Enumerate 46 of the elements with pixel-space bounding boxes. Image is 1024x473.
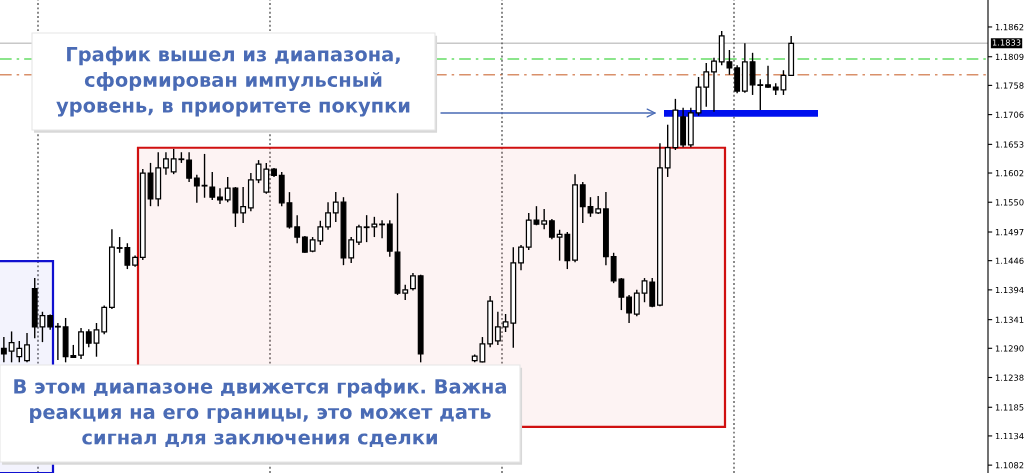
y-tick-label: 1.1341 <box>995 316 1024 323</box>
candlestick <box>633 289 640 317</box>
candlestick <box>641 277 648 303</box>
ref-line-label: 1.1833 <box>992 39 1021 46</box>
y-tick-label: 1.1082 <box>995 462 1024 469</box>
annotation: В этом диапазоне движется график. Важна реакция на его границы, это может дать сигнал для заключения сделки <box>14 378 506 448</box>
candlestick <box>734 64 741 94</box>
y-tick-label: 1.1602 <box>995 170 1024 177</box>
y-tick-label: 1.1809 <box>995 53 1024 61</box>
candlestick <box>78 327 84 360</box>
candlestick <box>587 196 594 218</box>
y-tick-label: 1.1185 <box>995 404 1024 411</box>
candlestick <box>217 187 223 205</box>
y-tick-label: 1.1706 <box>995 111 1024 118</box>
candlestick <box>711 57 717 113</box>
candlestick <box>355 224 362 246</box>
y-tick-label: 1.1290 <box>995 345 1024 352</box>
y-tick-label: 1.1134 <box>995 432 1024 440</box>
y-tick-label: 1.1653 <box>995 141 1024 148</box>
candlestick <box>626 294 633 324</box>
y-tick-label: 1.1497 <box>995 228 1024 236</box>
y-tick-label: 1.1862 <box>995 23 1024 31</box>
candlestick <box>325 201 331 231</box>
candlestick <box>541 208 548 230</box>
candlestick <box>193 174 200 204</box>
candlestick <box>494 311 501 346</box>
candlestick <box>579 181 586 224</box>
candlestick <box>765 65 771 89</box>
candlestick <box>240 186 247 224</box>
y-tick-label: 1.1758 <box>995 82 1024 89</box>
candlestick <box>163 151 169 176</box>
candlestick <box>0 336 7 364</box>
annotation: График вышел из диапазона, сформирован импульсный уровень, в приоритете покупки <box>56 46 410 117</box>
y-tick-label: 1.1394 <box>995 286 1024 294</box>
y-tick-label: 1.1550 <box>995 199 1024 206</box>
candlestick <box>348 236 355 264</box>
candlestick <box>54 322 61 361</box>
candlestick <box>294 214 301 244</box>
candlestick <box>332 191 339 223</box>
y-tick-label: 1.1446 <box>995 257 1024 264</box>
candlestick <box>548 218 555 241</box>
y-tick-label: 1.1238 <box>995 374 1024 381</box>
candlestick <box>379 219 386 239</box>
candlestick <box>186 151 193 183</box>
candlestick <box>24 332 30 364</box>
candlestick <box>518 244 524 271</box>
